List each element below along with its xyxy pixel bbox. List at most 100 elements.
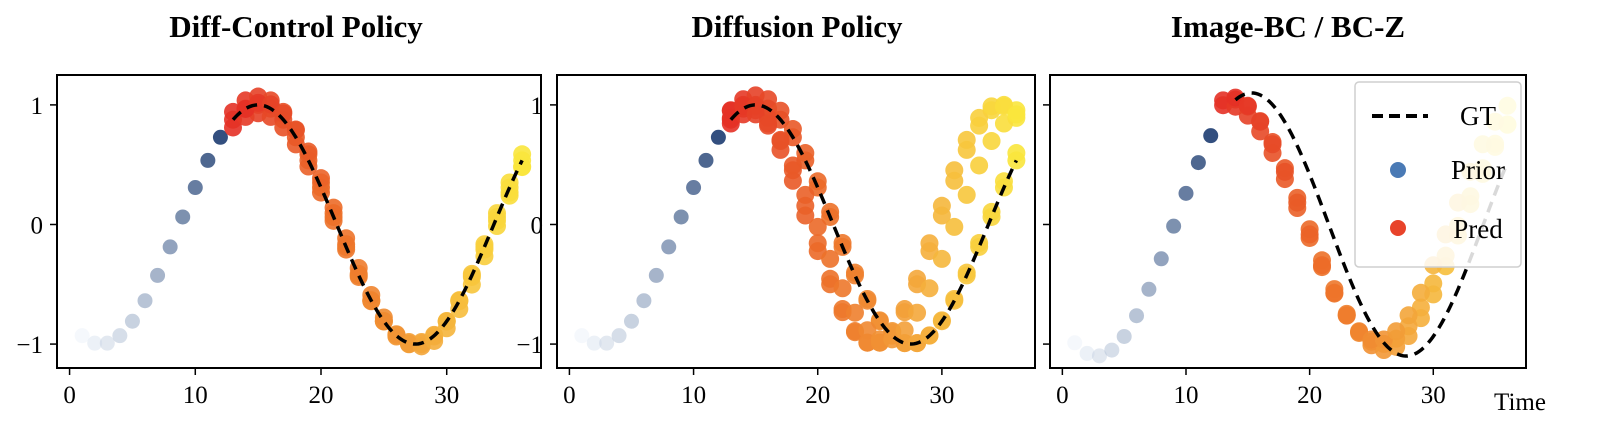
prior-point xyxy=(574,328,590,344)
pred-point xyxy=(957,185,976,204)
pred-point xyxy=(932,249,951,268)
prior-point xyxy=(175,209,191,225)
prior-point xyxy=(623,313,639,329)
pred-point xyxy=(450,300,469,319)
legend-prior-swatch xyxy=(1390,162,1406,178)
x-tick-label: 0 xyxy=(1056,382,1069,409)
pred-point xyxy=(833,279,852,298)
pred-point xyxy=(883,330,902,349)
legend-pred-swatch xyxy=(1390,220,1406,236)
pred-point xyxy=(1263,135,1282,154)
prior-point xyxy=(673,209,689,225)
panel-title-1: Diff-Control Policy xyxy=(169,9,423,44)
prior-point xyxy=(636,293,652,309)
pred-point xyxy=(783,156,802,175)
pred-point xyxy=(1337,306,1356,325)
prior-point xyxy=(1116,328,1132,344)
pred-point xyxy=(224,118,242,137)
x-tick-label: 20 xyxy=(309,382,334,409)
y-tick-label: 1 xyxy=(531,93,544,120)
prior-point xyxy=(661,239,677,255)
prior-point xyxy=(150,267,166,283)
pred-point xyxy=(1387,322,1406,341)
legend: GT Prior Pred xyxy=(1354,81,1522,268)
pred-point xyxy=(821,269,840,288)
pred-point xyxy=(324,198,343,217)
prior-point xyxy=(1203,128,1219,144)
x-tick-label: 0 xyxy=(63,382,76,409)
x-tick-label: 30 xyxy=(434,382,459,409)
prior-point xyxy=(200,152,216,168)
pred-point xyxy=(500,186,519,205)
pred-point xyxy=(274,104,293,123)
prior-point xyxy=(112,328,128,344)
pred-point xyxy=(721,114,740,133)
pred-point xyxy=(1424,274,1443,293)
pred-point xyxy=(783,120,802,139)
pred-point xyxy=(437,319,456,338)
axes-frame xyxy=(556,74,1036,369)
prior-point xyxy=(686,180,702,196)
prior-point xyxy=(1091,348,1107,364)
x-tick-label: 10 xyxy=(1174,382,1199,409)
prior-point xyxy=(1129,308,1145,324)
gt-curve xyxy=(729,103,1018,346)
y-tick-label: 0 xyxy=(31,212,44,239)
pred-point xyxy=(759,114,778,133)
pred-point xyxy=(982,97,1001,116)
x-axis-unit-label: Time xyxy=(1494,389,1546,416)
x-tick-label: 0 xyxy=(563,382,576,409)
y-tick-label: 0 xyxy=(531,212,544,239)
pred-point xyxy=(488,217,506,236)
pred-point xyxy=(945,217,964,236)
pred-point xyxy=(299,157,318,176)
pred-point xyxy=(796,185,815,204)
y-tick-label: 1 xyxy=(31,93,44,120)
x-tick-label: 20 xyxy=(805,382,830,409)
pred-point xyxy=(1325,283,1344,302)
prior-point xyxy=(1104,342,1120,358)
pred-point xyxy=(286,120,305,139)
pred-point xyxy=(970,156,989,175)
pred-point xyxy=(970,108,989,127)
legend-gt-label: GT xyxy=(1460,101,1496,131)
x-tick-label: 20 xyxy=(1297,382,1322,409)
prior-point xyxy=(74,328,90,344)
x-tick-label: 30 xyxy=(1421,382,1446,409)
prior-point xyxy=(124,313,140,329)
prior-point xyxy=(1141,281,1157,297)
plot-area xyxy=(74,87,532,356)
pred-point xyxy=(908,303,927,322)
prior-point xyxy=(212,129,228,145)
pred-point xyxy=(1238,96,1257,115)
pred-point xyxy=(362,285,381,304)
pred-point xyxy=(312,169,330,188)
axes-frame xyxy=(56,74,542,369)
pred-point xyxy=(1007,105,1026,124)
pred-point xyxy=(513,145,532,164)
pred-point xyxy=(1313,256,1331,275)
pred-point xyxy=(808,234,827,253)
panel-title-3: Image-BC / BC-Z xyxy=(1171,9,1405,44)
pred-point xyxy=(994,114,1013,133)
pred-point xyxy=(908,269,927,288)
prior-point xyxy=(1166,218,1182,234)
pred-point xyxy=(945,161,964,180)
prior-point xyxy=(599,335,615,351)
pred-point xyxy=(957,130,976,149)
pred-point xyxy=(425,331,444,350)
axes-frame xyxy=(1049,74,1527,369)
prior-point xyxy=(1079,345,1095,361)
pred-point xyxy=(870,330,889,349)
pred-point xyxy=(1007,144,1026,163)
pred-point xyxy=(299,142,318,161)
x-tick-label: 10 xyxy=(183,382,208,409)
pred-point xyxy=(808,172,827,191)
pred-point xyxy=(462,275,481,294)
prior-point xyxy=(611,328,627,344)
prior-point xyxy=(710,129,726,145)
pred-point xyxy=(982,132,1001,151)
